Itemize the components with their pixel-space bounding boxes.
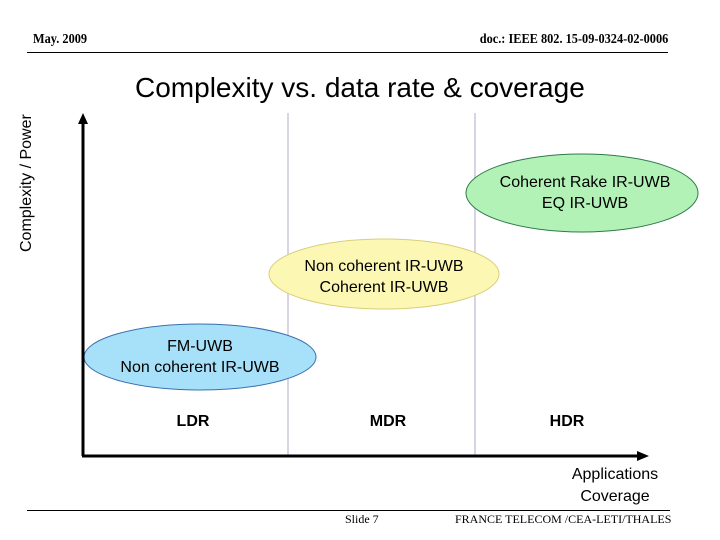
header-date: May. 2009 [33,32,88,47]
header-rule [27,52,668,53]
zone-label-hdr: HDR [549,413,585,430]
slide-title: Complexity vs. data rate & coverage [135,72,585,103]
ellipse-mdr-line2: Coherent IR-UWB [319,279,449,296]
footer-rule [27,510,670,511]
ellipse-ldr-text: FM-UWB Non coherent IR-UWB [90,336,310,378]
ellipse-mdr [268,238,500,310]
x-axis-label-line1: Applications [571,466,659,483]
y-axis-arrow-icon [78,113,88,124]
ellipse-ldr-line1: FM-UWB [167,338,233,355]
x-axis-arrow-icon [637,451,649,461]
footer-slide-number: Slide 7 [345,512,379,526]
zone-label-ldr: LDR [176,413,210,430]
x-axis-label: Applications Coverage [560,464,670,508]
ellipse-mdr-line1: Non coherent IR-UWB [304,258,464,275]
ellipse-mdr-text: Non coherent IR-UWB Coherent IR-UWB [274,256,494,298]
x-axis-label-line2: Coverage [580,488,650,505]
ellipse-hdr-line1: Coherent Rake IR-UWB [499,174,671,191]
ellipse-hdr-text: Coherent Rake IR-UWB EQ IR-UWB [470,172,700,214]
footer-organization: FRANCE TELECOM /CEA-LETI/THALES [455,512,672,526]
ellipse-ldr-line2: Non coherent IR-UWB [120,359,280,376]
ellipse-hdr-line2: EQ IR-UWB [541,195,629,212]
header-doc-id: doc.: IEEE 802. 15-09-0324-02-0006 [479,32,668,47]
ellipse-hdr [465,153,699,233]
zone-label-mdr: MDR [369,413,407,430]
